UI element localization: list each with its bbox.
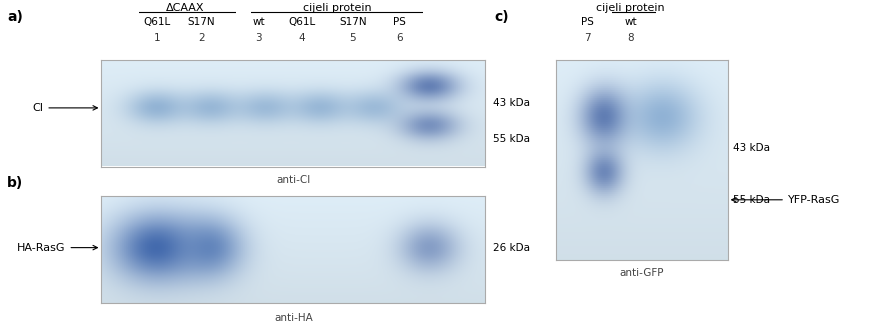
Text: wt: wt <box>624 17 637 27</box>
Text: 6: 6 <box>396 33 403 43</box>
Text: wt: wt <box>252 17 265 27</box>
Text: HA-RasG: HA-RasG <box>17 243 97 253</box>
Text: ΔCAAX: ΔCAAX <box>166 3 205 13</box>
Text: 2: 2 <box>198 33 205 43</box>
Text: anti-HA: anti-HA <box>274 313 313 323</box>
Text: 43 kDa: 43 kDa <box>733 143 770 153</box>
Text: 8: 8 <box>627 33 634 43</box>
Text: anti-GFP: anti-GFP <box>619 268 663 278</box>
Text: b): b) <box>7 176 23 190</box>
Text: 55 kDa: 55 kDa <box>493 134 530 144</box>
Text: 5: 5 <box>349 33 356 43</box>
Text: 7: 7 <box>584 33 591 43</box>
Text: cijeli protein: cijeli protein <box>303 3 371 13</box>
Text: Q61L: Q61L <box>288 17 315 27</box>
Text: 55 kDa: 55 kDa <box>733 195 770 205</box>
Text: S17N: S17N <box>339 17 367 27</box>
Text: 4: 4 <box>298 33 305 43</box>
Text: CI: CI <box>33 103 97 113</box>
Text: Q61L: Q61L <box>144 17 170 27</box>
Text: cijeli protein: cijeli protein <box>596 3 665 13</box>
Text: S17N: S17N <box>187 17 215 27</box>
Text: 26 kDa: 26 kDa <box>493 243 530 253</box>
Text: PS: PS <box>393 17 406 27</box>
Text: YFP-RasG: YFP-RasG <box>732 195 841 205</box>
Text: anti-CI: anti-CI <box>277 175 310 185</box>
Text: 3: 3 <box>255 33 262 43</box>
Text: c): c) <box>494 10 509 24</box>
Text: 1: 1 <box>153 33 161 43</box>
Text: 43 kDa: 43 kDa <box>493 98 530 108</box>
Text: PS: PS <box>581 17 594 27</box>
Text: a): a) <box>7 10 23 24</box>
